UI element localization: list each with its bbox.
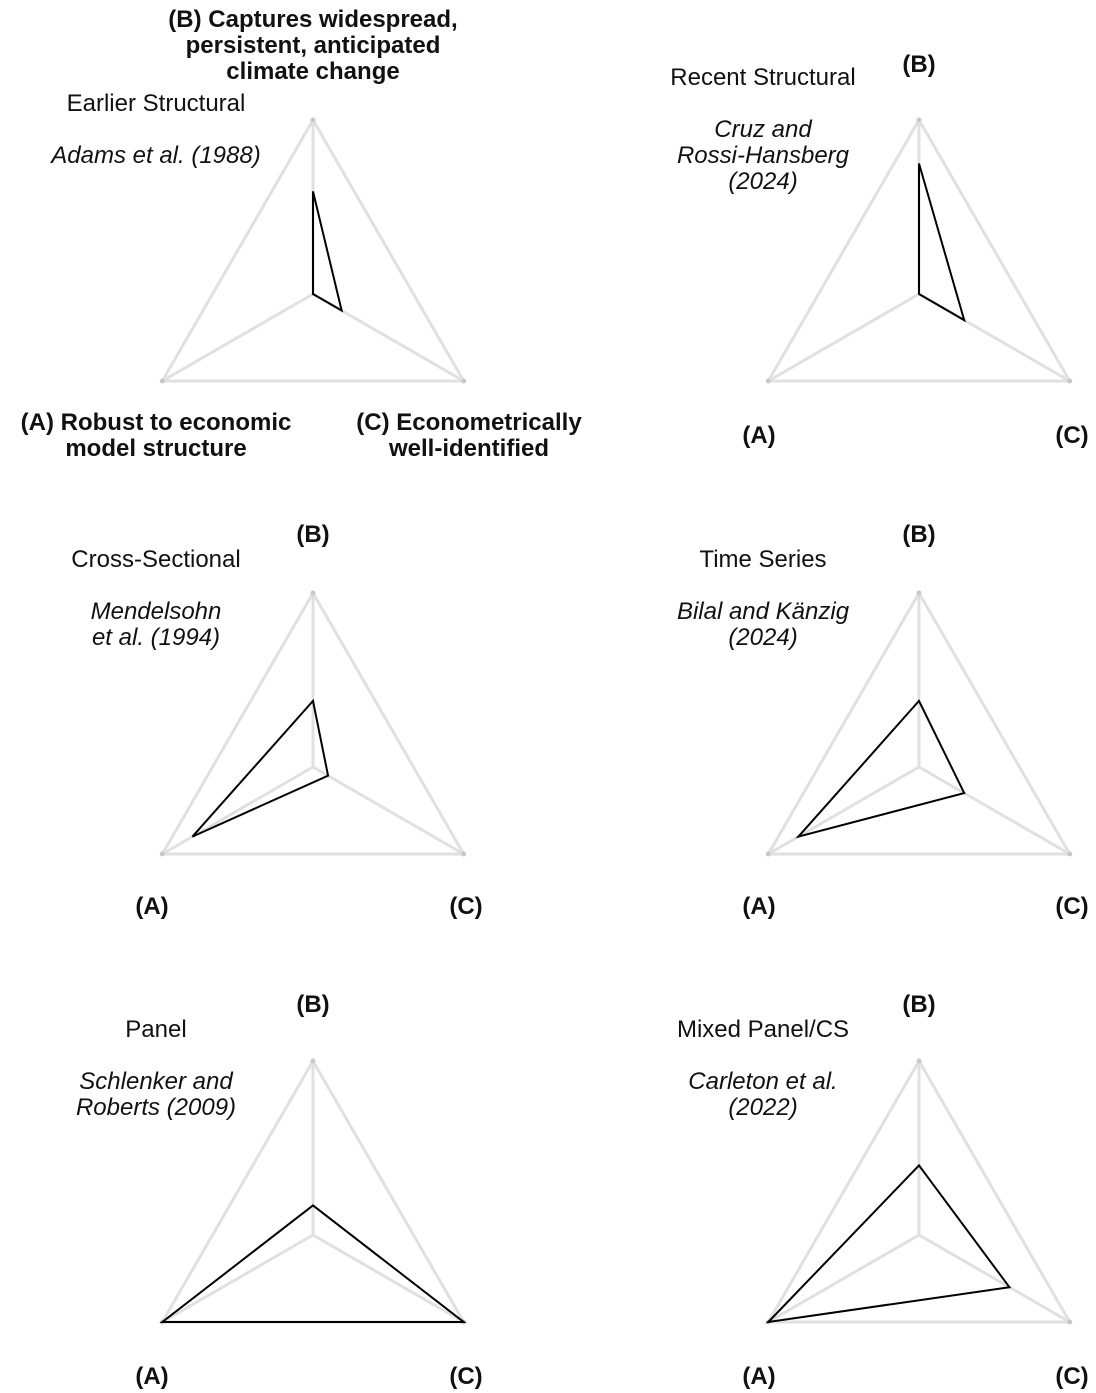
chart-reference: Rossi-Hansberg xyxy=(677,142,850,169)
vertex-a xyxy=(765,378,771,384)
outer-triangle xyxy=(765,117,1073,383)
data-polygon xyxy=(191,698,330,838)
chart-reference: Mendelsohn xyxy=(91,598,222,625)
vertex-c xyxy=(1067,378,1073,384)
axis-label-a: (A) xyxy=(135,1363,168,1390)
axis-label-a: (A) xyxy=(742,422,775,449)
axis-label-b: (B) xyxy=(296,991,329,1018)
chart-reference: Adams et al. (1988) xyxy=(49,142,260,169)
axis-label-b: persistent, anticipated xyxy=(186,32,441,59)
radar-panel-2: (A) (B) (C) Recent Structural Cruz andRossi-… xyxy=(670,51,1088,449)
axis-label-c: (C) xyxy=(449,893,482,920)
vertex-b xyxy=(916,117,922,123)
spoke-a xyxy=(160,1233,315,1324)
radar-panel-6: (A) (B) (C) Mixed Panel/CS Carleton et al.(2… xyxy=(677,991,1089,1390)
outer-triangle xyxy=(159,116,467,383)
spoke-a xyxy=(160,765,315,856)
spoke-a xyxy=(766,765,921,856)
outer-triangle xyxy=(765,590,1073,856)
vertex-b xyxy=(916,1058,922,1064)
spoke-c xyxy=(917,765,1072,856)
axis-label-b: (B) xyxy=(902,991,935,1018)
vertex-c xyxy=(1067,1319,1073,1325)
vertex-a xyxy=(159,378,165,384)
chart-reference: Carleton et al. xyxy=(688,1068,837,1095)
axis-label-b: (B) xyxy=(902,51,935,78)
chart-title: Time Series xyxy=(699,546,826,573)
chart-reference: Roberts (2009) xyxy=(76,1094,236,1121)
outer-triangle xyxy=(159,589,467,856)
spoke-a xyxy=(766,292,921,383)
axis-label-c: (C) xyxy=(449,1363,482,1390)
outer-triangle xyxy=(765,1058,1073,1324)
data-polygon xyxy=(159,1204,467,1323)
vertex-c xyxy=(461,851,467,857)
vertex-b xyxy=(310,590,316,596)
axis-label-c: (C) Econometrically xyxy=(356,409,582,436)
spoke-c xyxy=(917,1233,1072,1324)
axis-label-c: (C) xyxy=(1055,893,1088,920)
axis-label-b: (B) Captures widespread, xyxy=(168,6,457,33)
vertex-c xyxy=(461,378,467,384)
data-polygon xyxy=(918,163,966,323)
chart-reference: (2024) xyxy=(728,624,797,651)
data-polygon xyxy=(312,191,344,313)
spoke-a xyxy=(766,1233,921,1324)
chart-reference: (2022) xyxy=(728,1094,797,1121)
axis-label-b: (B) xyxy=(296,521,329,548)
vertex-b xyxy=(916,590,922,596)
chart-title: Cross-Sectional xyxy=(71,546,240,573)
axis-label-a: (A) xyxy=(742,893,775,920)
axis-label-b: (B) xyxy=(902,521,935,548)
spoke-a xyxy=(160,292,315,383)
chart-reference: (2024) xyxy=(728,168,797,195)
radar-panel-4: (A) (B) (C) Time Series Bilal and Känzig(202… xyxy=(677,521,1089,920)
axis-label-a: (A) xyxy=(742,1363,775,1390)
chart-title: Mixed Panel/CS xyxy=(677,1016,849,1043)
chart-title: Earlier Structural xyxy=(67,90,246,117)
data-polygon xyxy=(765,1163,1012,1324)
axis-label-a: (A) xyxy=(135,893,168,920)
vertex-a xyxy=(765,851,771,857)
axis-label-a: model structure xyxy=(65,435,246,462)
vertex-b xyxy=(310,1058,316,1064)
axis-label-a: (A) Robust to economic xyxy=(21,409,292,436)
vertex-a xyxy=(159,851,165,857)
axis-label-c: well-identified xyxy=(388,435,549,462)
axis-label-c: (C) xyxy=(1055,422,1088,449)
chart-reference: Bilal and Känzig xyxy=(677,598,850,625)
spoke-c xyxy=(311,1233,466,1324)
axis-label-c: (C) xyxy=(1055,1363,1088,1390)
data-polygon xyxy=(795,699,966,839)
chart-reference: Schlenker and xyxy=(79,1068,233,1095)
spoke-c xyxy=(311,765,466,856)
vertex-b xyxy=(310,117,316,123)
chart-title: Panel xyxy=(125,1016,186,1043)
chart-reference: et al. (1994) xyxy=(92,624,220,651)
chart-reference: Cruz and xyxy=(714,116,812,143)
chart-title: Recent Structural xyxy=(670,64,855,91)
vertex-c xyxy=(1067,851,1073,857)
axis-label-b: climate change xyxy=(226,58,399,85)
